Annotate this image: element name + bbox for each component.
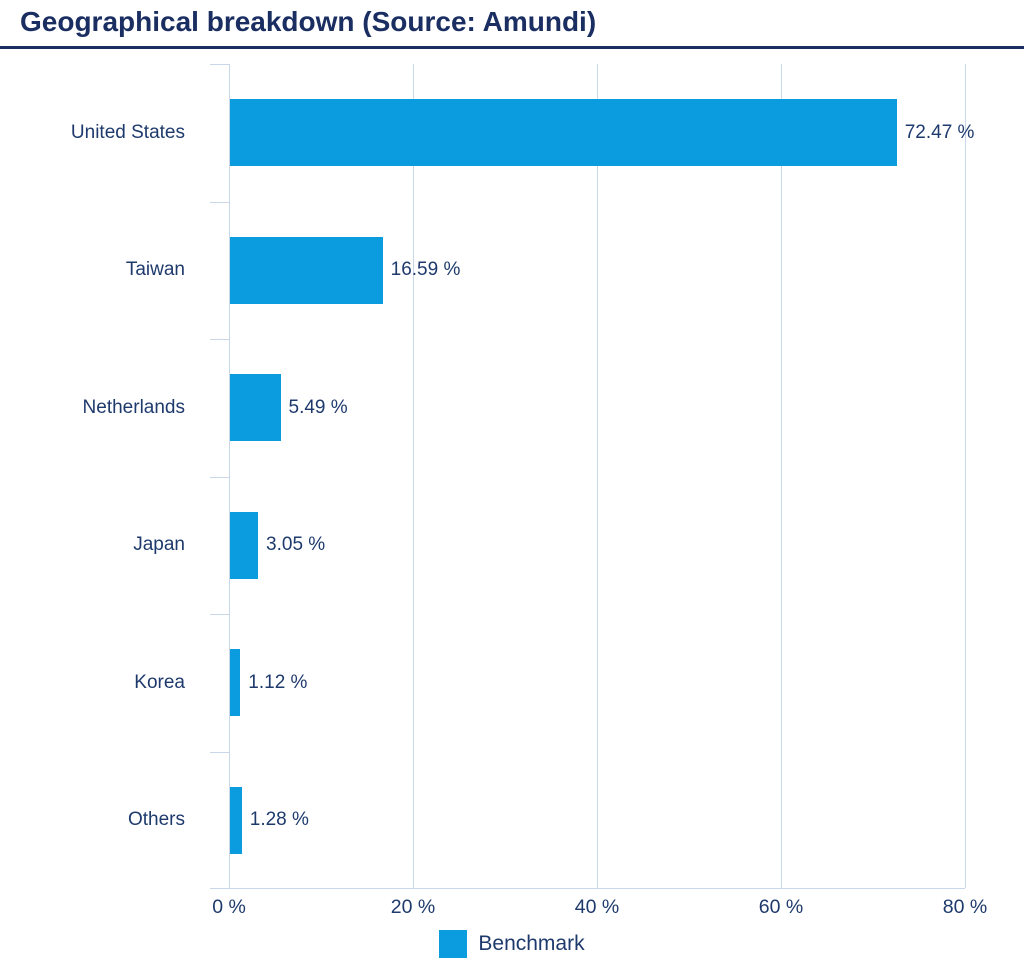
y-axis-tick (210, 339, 230, 340)
category-label: Japan (133, 534, 185, 556)
plot-area: 72.47 % 16.59 % 5.49 % 3.05 % 1.12 % 1.28 % (210, 64, 974, 889)
gridline (413, 64, 414, 888)
bar-value-label: 5.49 % (288, 396, 348, 418)
x-axis-label: 40 % (574, 896, 620, 918)
x-axis-label: 80 % (942, 896, 988, 918)
gridline (597, 64, 598, 888)
gridline (781, 64, 782, 888)
bar-value-label: 1.12 % (248, 671, 308, 693)
x-axis-label: 60 % (758, 896, 804, 918)
bar-taiwan (230, 236, 383, 304)
bar-value-label: 1.28 % (249, 809, 309, 831)
category-label: Taiwan (125, 259, 185, 281)
legend-swatch-benchmark (439, 930, 468, 958)
y-axis-tick (210, 888, 230, 889)
x-axis: 0 % 20 % 40 % 60 % 80 % (0, 896, 1024, 922)
category-label: Others (127, 809, 185, 831)
category-label: United States (70, 121, 185, 143)
bar-others (230, 786, 242, 854)
y-axis-tick (210, 202, 230, 203)
category-label: Netherlands (82, 396, 185, 418)
y-axis-tick (210, 752, 230, 753)
x-axis-label: 0 % (212, 896, 246, 918)
bar-korea (230, 649, 241, 717)
bar-netherlands (230, 374, 281, 442)
title-rule (0, 46, 1024, 49)
y-axis-tick (210, 614, 230, 615)
y-axis-tick (210, 64, 230, 65)
chart: United States Taiwan Netherlands Japan Korea… (0, 64, 1024, 889)
x-axis-label: 20 % (390, 896, 436, 918)
bar-japan (230, 511, 259, 579)
bar-value-label: 16.59 % (390, 259, 461, 281)
gridline (965, 64, 966, 888)
page-title: Geographical breakdown (Source: Amundi) (20, 6, 597, 37)
bar-united-states (230, 99, 897, 167)
bar-value-label: 3.05 % (266, 534, 326, 556)
category-label: Korea (134, 671, 185, 693)
bar-value-label: 72.47 % (904, 121, 975, 143)
y-axis-tick (210, 477, 230, 478)
legend-label: Benchmark (478, 932, 585, 955)
category-axis: United States Taiwan Netherlands Japan Korea… (0, 64, 185, 889)
legend: Benchmark (0, 930, 1024, 958)
